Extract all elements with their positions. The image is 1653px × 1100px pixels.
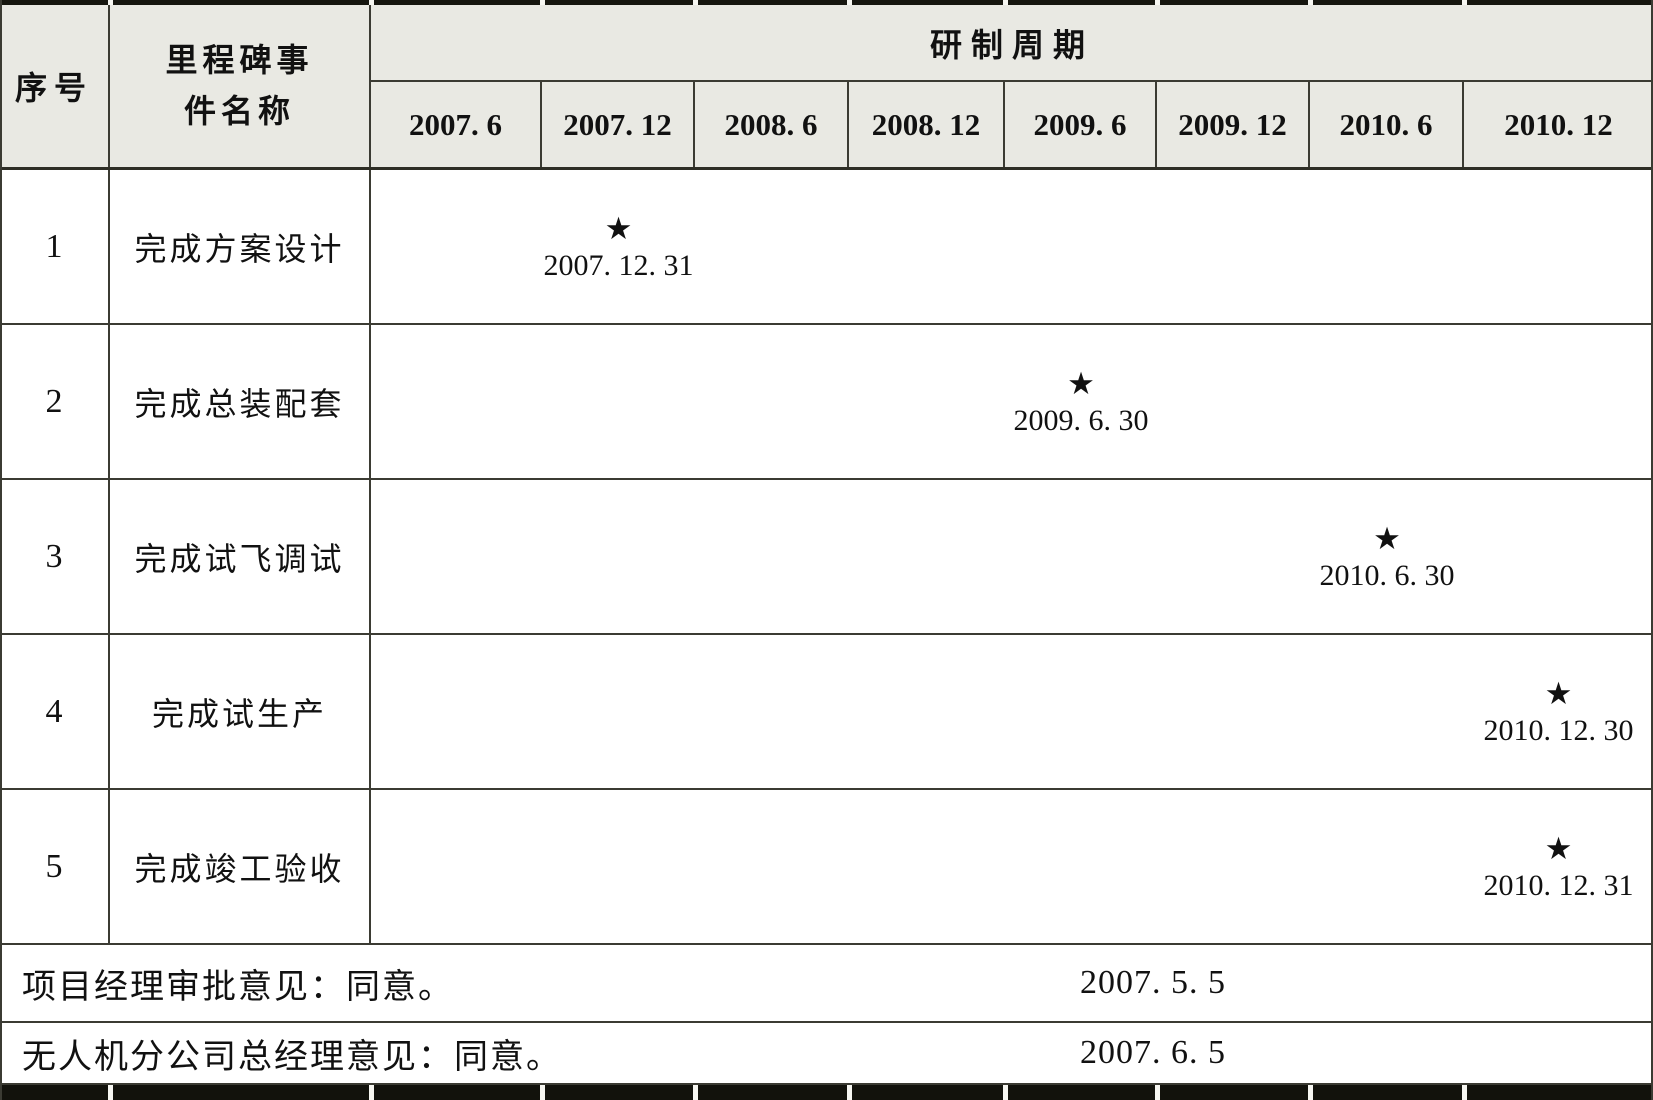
table-row: 5 完成竣工验收 ★ 2010. 12. 31 xyxy=(0,790,1653,945)
column-notch xyxy=(847,0,852,5)
header-period-2008-6: 2008. 6 xyxy=(695,82,849,167)
column-notch xyxy=(1462,0,1467,5)
milestone-marker: ★ 2010. 12. 31 xyxy=(1464,790,1653,943)
star-icon: ★ xyxy=(604,210,633,246)
column-notch xyxy=(693,0,698,5)
row-milestone-name: 完成总装配套 xyxy=(110,325,371,478)
approval-row-general-manager: 无人机分公司总经理意见：同意。 2007. 6. 5 xyxy=(0,1023,1653,1085)
approval-date: 2007. 6. 5 xyxy=(1080,1034,1226,1071)
header-milestone-line1: 里程碑事 xyxy=(165,41,314,78)
table-row: 4 完成试生产 ★ 2010. 12. 30 xyxy=(0,635,1653,790)
table-left-border xyxy=(0,0,2,1100)
column-notch xyxy=(1308,0,1313,5)
row-milestone-name: 完成试飞调试 xyxy=(110,480,371,633)
milestone-marker: ★ 2009. 6. 30 xyxy=(1005,325,1157,478)
milestone-marker: ★ 2010. 12. 30 xyxy=(1464,635,1653,788)
table-row: 3 完成试飞调试 ★ 2010. 6. 30 xyxy=(0,480,1653,635)
bottom-crop-strip xyxy=(0,1085,1653,1100)
header-period-2010-12: 2010. 12 xyxy=(1504,106,1613,142)
approval-label: 项目经理审批意见：同意。 xyxy=(22,968,454,1006)
star-icon: ★ xyxy=(1544,830,1573,866)
column-notch xyxy=(369,1085,374,1100)
milestone-marker: ★ 2007. 12. 31 xyxy=(542,170,695,323)
header-milestone-line2: 件名称 xyxy=(183,93,295,129)
column-notch xyxy=(847,1085,852,1100)
column-notch xyxy=(1003,0,1008,5)
milestone-date: 2010. 12. 31 xyxy=(1483,868,1634,902)
approval-date: 2007. 5. 5 xyxy=(1080,964,1226,1001)
header-seq: 序号 xyxy=(0,5,110,167)
table-row: 2 完成总装配套 ★ 2009. 6. 30 xyxy=(0,325,1653,480)
header-period-2008-12: 2008. 12 xyxy=(849,82,1005,167)
column-notch xyxy=(108,1085,113,1100)
header-period-2007-6: 2007. 6 xyxy=(371,82,542,167)
row-seq: 3 xyxy=(0,480,110,633)
header-period-2007-12: 2007. 12 xyxy=(542,82,695,167)
column-notch xyxy=(540,1085,545,1100)
table-right-border xyxy=(1651,0,1653,1100)
header-period-2010-6: 2010. 6 xyxy=(1310,82,1464,167)
header-period-2009-12: 2009. 12 xyxy=(1157,82,1310,167)
row-seq: 5 xyxy=(0,790,110,943)
star-icon: ★ xyxy=(1373,520,1401,556)
milestone-date: 2009. 6. 30 xyxy=(1013,403,1149,437)
milestone-date: 2010. 6. 30 xyxy=(1319,558,1455,592)
row-seq: 4 xyxy=(0,635,110,788)
approval-row-project-manager: 项目经理审批意见：同意。 2007. 5. 5 xyxy=(0,945,1653,1023)
column-notch xyxy=(1003,1085,1008,1100)
milestone-date: 2007. 12. 31 xyxy=(543,248,694,282)
row-milestone-name: 完成竣工验收 xyxy=(110,790,371,943)
column-notch xyxy=(693,1085,698,1100)
column-notch xyxy=(540,0,545,5)
column-notch xyxy=(1308,1085,1313,1100)
column-notch xyxy=(1155,1085,1160,1100)
table-header: 序号 里程碑事 件名称 研制周期 2007. 6 2007. 12 2008. … xyxy=(0,5,1653,170)
approval-label: 无人机分公司总经理意见：同意。 xyxy=(22,1038,562,1076)
top-crop-strip xyxy=(0,0,1653,5)
header-milestone-name: 里程碑事 件名称 xyxy=(110,5,371,167)
row-milestone-name: 完成方案设计 xyxy=(110,170,371,323)
header-dev-cycle: 研制周期 xyxy=(371,5,1653,82)
column-notch xyxy=(1462,1085,1467,1100)
column-notch xyxy=(1155,0,1160,5)
star-icon: ★ xyxy=(1067,365,1095,401)
header-period-2009-6: 2009. 6 xyxy=(1005,82,1157,167)
row-seq: 2 xyxy=(0,325,110,478)
star-icon: ★ xyxy=(1544,675,1573,711)
milestone-date: 2010. 12. 30 xyxy=(1483,713,1634,747)
row-seq: 1 xyxy=(0,170,110,323)
column-notch xyxy=(108,0,113,5)
table-row: 1 完成方案设计 ★ 2007. 12. 31 xyxy=(0,170,1653,325)
milestone-marker: ★ 2010. 6. 30 xyxy=(1310,480,1464,633)
column-notch xyxy=(369,0,374,5)
row-milestone-name: 完成试生产 xyxy=(110,635,371,788)
